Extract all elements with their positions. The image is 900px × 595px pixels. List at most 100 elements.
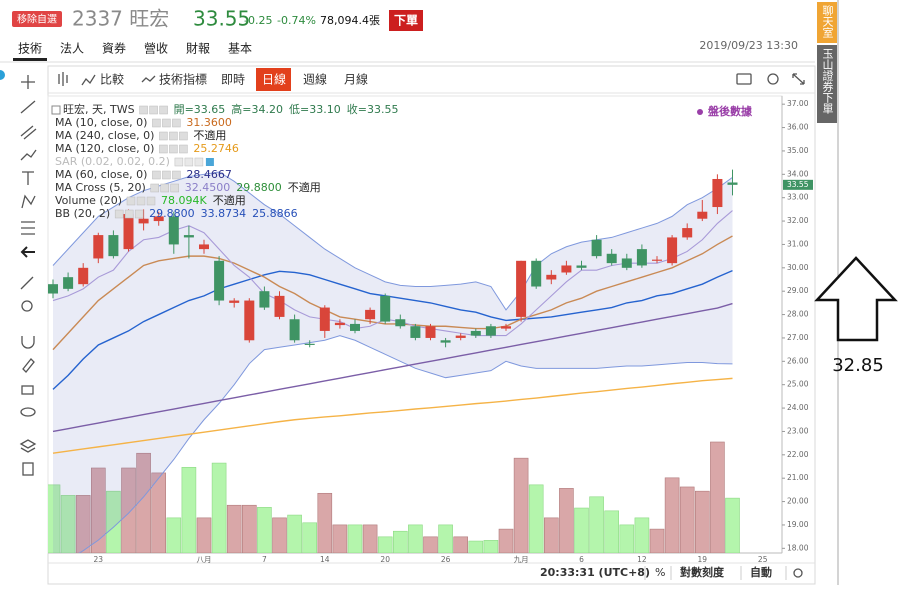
tab[interactable]: 技術	[18, 42, 42, 56]
legend-icon[interactable]	[152, 170, 161, 180]
tab[interactable]: 基本	[228, 42, 252, 56]
legend-label: MA (120, close, 0)	[55, 142, 154, 155]
legend-icon[interactable]	[162, 118, 171, 128]
volume-bar	[302, 522, 318, 553]
candle-body	[485, 326, 496, 336]
legend-icon[interactable]	[126, 196, 136, 206]
y-tick-label: 25.00	[787, 380, 809, 389]
broker-tab-label[interactable]: 玉山證券下單	[821, 48, 834, 114]
compare-icon[interactable]	[81, 74, 96, 86]
fib-tool[interactable]	[21, 221, 35, 235]
after-hours-label[interactable]: 盤後數據	[707, 104, 753, 118]
volume-bar	[483, 540, 499, 553]
legend-icon[interactable]	[179, 144, 188, 154]
order-button[interactable]	[389, 10, 423, 31]
legend-label: SAR (0.02, 0.02, 0.2)	[55, 155, 170, 168]
legend-icon[interactable]	[149, 105, 158, 115]
legend-icon[interactable]	[172, 170, 181, 180]
period-button[interactable]: 月線	[344, 72, 368, 87]
period-button[interactable]: 日線	[262, 72, 286, 87]
brush-tool[interactable]	[20, 149, 37, 161]
legend-icon[interactable]	[205, 158, 214, 166]
legend-icon[interactable]	[159, 131, 168, 141]
order-button-label[interactable]: 下單	[394, 14, 418, 28]
candle-body	[199, 244, 209, 250]
text-tool[interactable]	[22, 171, 34, 185]
back-tool[interactable]	[20, 246, 35, 258]
legend-icon[interactable]	[159, 105, 168, 115]
band-upper	[52, 171, 733, 311]
ruler-tool[interactable]	[20, 276, 34, 290]
indicator-icon[interactable]	[141, 75, 156, 83]
line-tool[interactable]	[20, 100, 36, 114]
candle-icon[interactable]	[58, 72, 68, 86]
status-settings[interactable]	[793, 568, 803, 578]
chat-tab-label[interactable]: 聊天室	[821, 4, 834, 38]
legend-icon[interactable]	[169, 131, 178, 141]
layers-tool[interactable]	[19, 439, 37, 453]
active-period-bg[interactable]	[256, 68, 291, 91]
y-tick-label: 35.00	[787, 146, 809, 155]
legend-icon[interactable]	[174, 157, 184, 167]
auto-scale-toggle[interactable]: 自動	[750, 565, 772, 579]
legend-icon[interactable]	[134, 209, 144, 219]
settings-icon[interactable]	[767, 73, 779, 85]
legend-reading: 不適用	[213, 193, 246, 207]
tab[interactable]: 財報	[186, 41, 210, 56]
compare-button[interactable]: 比較	[100, 72, 124, 87]
legend-icon[interactable]	[194, 157, 204, 167]
legend-icon[interactable]	[179, 131, 188, 141]
expand-icon[interactable]	[792, 73, 805, 85]
magnet-tool[interactable]	[21, 336, 35, 349]
candle-body	[153, 216, 164, 222]
legend-icon[interactable]	[152, 118, 161, 128]
legend-icon[interactable]	[114, 209, 124, 219]
y-tick-label: 21.00	[787, 473, 809, 482]
channel-tool[interactable]	[20, 125, 37, 140]
legend-icon[interactable]	[169, 144, 178, 154]
y-tick-label: 29.00	[787, 286, 809, 295]
lock-tool[interactable]	[21, 385, 34, 395]
legend-icon[interactable]	[139, 105, 148, 115]
legend-icon[interactable]	[170, 183, 179, 193]
indicators-button[interactable]: 技術指標	[159, 72, 207, 87]
x-tick-label: 九月	[514, 555, 529, 564]
candle-body	[244, 300, 255, 341]
crosshair-tool[interactable]	[21, 75, 35, 89]
eye-tool[interactable]	[20, 407, 36, 417]
candle-body	[470, 330, 481, 336]
broker-tab[interactable]	[817, 45, 837, 123]
y-tick-label: 20.00	[787, 497, 809, 506]
volume-bar	[604, 510, 620, 553]
volume-bar	[528, 484, 544, 553]
legend-icon[interactable]	[146, 196, 156, 206]
tab[interactable]: 營收	[144, 42, 168, 56]
camera-icon[interactable]	[736, 73, 752, 85]
pencil-tool[interactable]	[22, 358, 35, 373]
trash-tool[interactable]	[22, 462, 34, 476]
legend-icon[interactable]	[136, 196, 146, 206]
volume-bar	[75, 495, 91, 553]
chat-tab[interactable]	[817, 2, 837, 43]
legend-icon[interactable]	[124, 209, 134, 219]
legend-icon[interactable]	[184, 157, 194, 167]
volume-bar	[619, 524, 635, 553]
log-scale-toggle[interactable]: 對數刻度	[680, 565, 725, 579]
legend-icon[interactable]	[159, 144, 168, 154]
legend-icon[interactable]	[162, 170, 171, 180]
legend-icon[interactable]	[150, 183, 159, 193]
period-button[interactable]: 即時	[221, 73, 245, 87]
watch-button[interactable]	[12, 11, 62, 27]
pattern-tool[interactable]	[21, 194, 36, 209]
legend-icon[interactable]	[160, 183, 169, 193]
period-button[interactable]: 週線	[303, 72, 327, 87]
tab[interactable]: 資券	[102, 41, 126, 56]
zoom-tool[interactable]	[21, 300, 33, 312]
tab[interactable]: 法人	[60, 42, 84, 56]
watch-button-label[interactable]: 移除自選	[17, 13, 57, 26]
volume-bar	[136, 452, 151, 553]
legend-icon[interactable]	[172, 118, 181, 128]
percent-toggle[interactable]: %	[655, 566, 665, 579]
